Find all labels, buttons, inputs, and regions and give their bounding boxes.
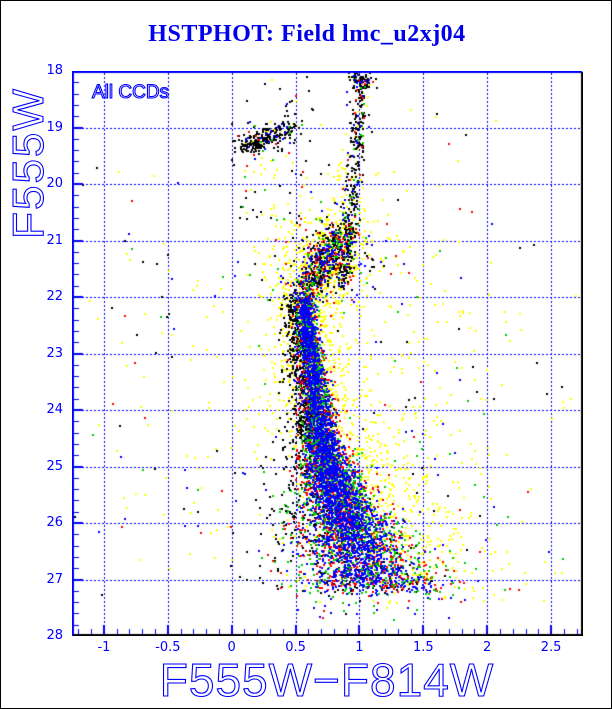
y-tick-label: 26	[46, 515, 63, 530]
y-tick-label: 21	[46, 232, 63, 248]
y-tick-label: 24	[46, 402, 63, 417]
y-tick-label: 20	[46, 176, 63, 191]
x-axis-label: F555W−F814W	[160, 654, 494, 706]
x-tick-label: 1	[355, 640, 364, 655]
y-tick-label: 22	[46, 289, 63, 304]
cmd-scatter-canvas	[72, 71, 583, 636]
y-tick-label: 23	[46, 345, 63, 361]
x-tick-label: -1	[97, 640, 111, 655]
y-tick-label: 19	[46, 119, 63, 135]
y-axis-label: F555W	[4, 87, 53, 239]
y-tick-label: 28	[46, 628, 63, 643]
y-tick-label: 18	[46, 63, 63, 78]
x-tick-label: 0.5	[285, 640, 306, 655]
x-tick-label: 0	[227, 640, 236, 655]
x-tick-label: -0.5	[155, 640, 181, 655]
x-tick-label: 1.5	[412, 640, 434, 655]
chart-title: HSTPHOT: Field lmc_u2xj04	[148, 21, 466, 47]
x-tick-label: 2.5	[540, 640, 562, 655]
y-tick-label: 27	[46, 571, 63, 587]
y-tick-label: 25	[46, 458, 63, 474]
x-tick-label: 2	[483, 640, 492, 655]
